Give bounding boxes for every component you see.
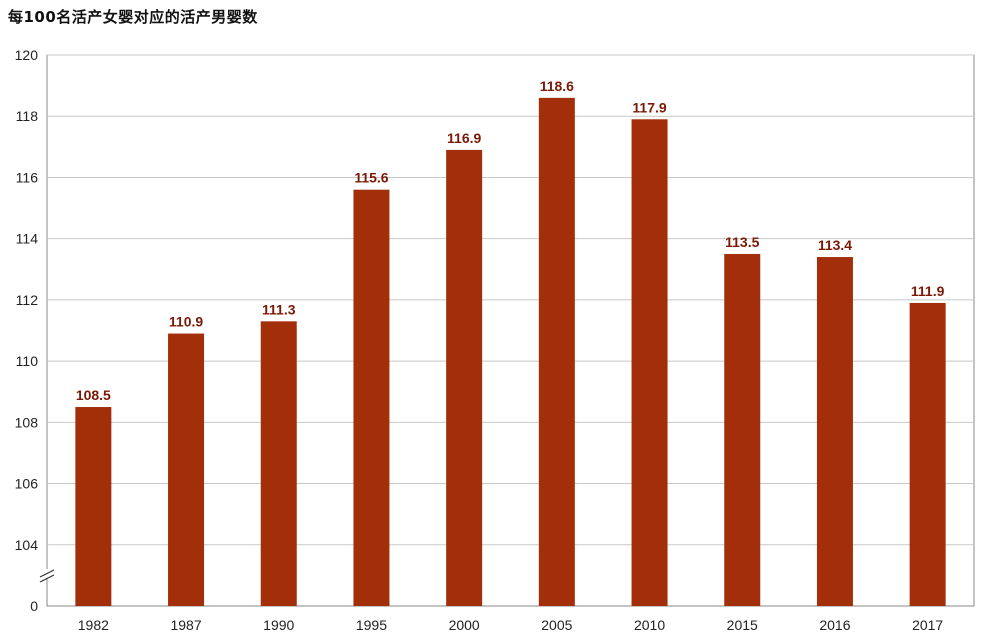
bar-value-label: 110.9 (169, 314, 203, 330)
bar (816, 257, 853, 606)
bar (631, 119, 668, 607)
axis-break-gap (44, 569, 52, 579)
bar (446, 149, 483, 606)
x-tick-label: 1990 (263, 617, 294, 633)
axis-break-marker (39, 569, 55, 583)
bar-value-label: 113.4 (818, 237, 852, 253)
bar-value-labels: 108.5 110.9 111.3 115.6 116.9 118.6 117.9 113.5… (76, 78, 945, 403)
bar-value-label: 117.9 (632, 99, 666, 115)
x-tick-label: 2016 (819, 617, 850, 633)
bar (353, 189, 390, 606)
x-tick-label: 2010 (634, 617, 665, 633)
x-tick-label: 2017 (912, 617, 943, 633)
bars (75, 97, 946, 607)
bar-value-label: 115.6 (354, 170, 388, 186)
x-tick-label: 1987 (170, 617, 201, 633)
x-axis-ticks: 1982 1987 1990 1995 2000 2005 2010 2015 2016 2017 (78, 617, 944, 633)
bar-value-label: 108.5 (76, 387, 111, 403)
y-tick-label: 114 (16, 231, 39, 247)
y-tick-label: 118 (16, 108, 39, 124)
bar-value-label: 116.9 (447, 130, 481, 146)
y-tick-label: 106 (15, 476, 39, 492)
x-tick-label: 2015 (727, 617, 758, 633)
x-tick-label: 2005 (541, 617, 572, 633)
y-tick-label: 110 (16, 353, 39, 369)
y-tick-label: 112 (16, 292, 39, 308)
chart-title: 每100名活产女婴对应的活产男婴数 (8, 8, 258, 26)
bar (909, 302, 946, 606)
y-tick-label: 116 (16, 169, 39, 185)
x-tick-label: 1995 (356, 617, 387, 633)
bar (538, 97, 575, 606)
x-tick-label: 2000 (449, 617, 480, 633)
axis-break-line (39, 574, 55, 583)
axis-break-line (39, 569, 55, 578)
bar-value-label: 111.9 (911, 283, 945, 299)
x-tick-label: 1982 (78, 617, 109, 633)
y-tick-label: 0 (30, 598, 38, 614)
bar (260, 321, 297, 606)
y-axis-ticks: 0 104 106 108 110 112 114 116 118 120 (15, 47, 39, 614)
y-tick-label: 120 (15, 47, 39, 63)
bar (724, 253, 761, 606)
bar-value-label: 113.5 (725, 234, 759, 250)
bar-value-label: 118.6 (540, 78, 574, 94)
bar-value-label: 111.3 (262, 301, 296, 317)
y-tick-label: 104 (15, 537, 39, 553)
bar (75, 407, 112, 606)
y-tick-label: 108 (15, 414, 39, 430)
bar (168, 333, 205, 606)
